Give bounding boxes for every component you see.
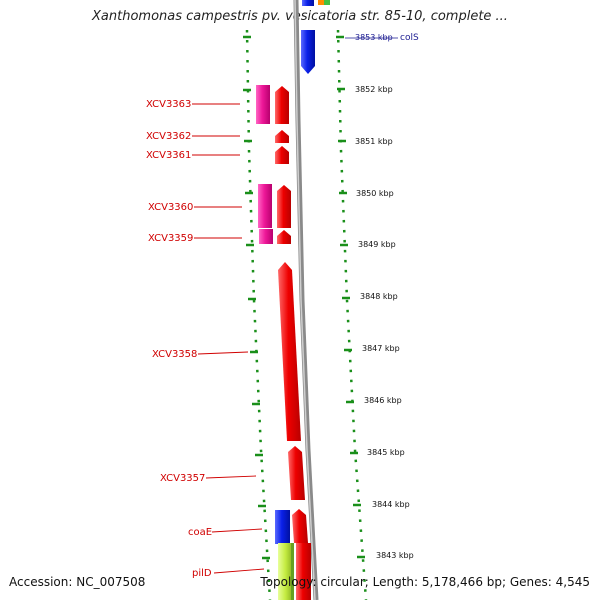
genome-backbone-highlight (294, 0, 316, 600)
topology-label: Topology: circular; Length: 5,178,466 bp… (260, 575, 590, 589)
gene-cols[interactable] (301, 30, 315, 74)
gene-xcv3359[interactable] (277, 230, 291, 244)
left-ticks (243, 35, 270, 560)
top-position-label: 3853 kbp (355, 33, 393, 42)
gene-label-pild[interactable]: pilD (192, 568, 212, 579)
gene-xcv3361[interactable] (275, 146, 289, 164)
top-gene-label[interactable]: colS (400, 33, 419, 43)
kbp-label: 3843 kbp (376, 551, 414, 560)
map-title: Xanthomonas campestris pv. vesicatoria s… (92, 9, 508, 24)
gene-xcv3360[interactable] (277, 185, 291, 228)
gene-xcv3359-feature[interactable] (259, 229, 273, 244)
gene-label-xcv3358[interactable]: XCV3358 (152, 349, 197, 360)
top-gene-small-orange (318, 0, 324, 5)
gene-label-group: XCV3363 XCV3362 XCV3361 XCV3360 XCV3359 … (146, 99, 265, 579)
kbp-label: 3845 kbp (367, 448, 405, 457)
top-gene-small-green (324, 0, 330, 5)
gene-label-xcv3359[interactable]: XCV3359 (148, 233, 193, 244)
accession-label: Accession: NC_007508 (9, 575, 146, 589)
gene-coae[interactable] (275, 510, 290, 544)
gene-xcv3363-feature[interactable] (256, 85, 270, 124)
gene-xcv3357[interactable] (288, 446, 305, 500)
gene-xcv3362[interactable] (275, 130, 289, 143)
kbp-label: 3846 kbp (364, 396, 402, 405)
kbp-label: 3844 kbp (372, 500, 410, 509)
kbp-label: 3850 kbp (356, 189, 394, 198)
gene-pild-stripe (291, 543, 294, 600)
gene-coae-partner[interactable] (292, 509, 308, 543)
gene-label-xcv3357[interactable]: XCV3357 (160, 473, 205, 484)
kbp-labels: 3852 kbp 3851 kbp 3850 kbp 3849 kbp 3848… (355, 85, 414, 560)
gene-label-xcv3360[interactable]: XCV3360 (148, 202, 193, 213)
top-gene-small-blue-0 (302, 0, 314, 6)
genome-backbone (293, 0, 319, 600)
kbp-label: 3847 kbp (362, 344, 400, 353)
gene-xcv3363[interactable] (275, 86, 289, 124)
gene-label-xcv3361[interactable]: XCV3361 (146, 150, 191, 161)
gene-pild[interactable] (278, 543, 293, 600)
gene-xcv3358[interactable] (278, 262, 301, 441)
kbp-label: 3851 kbp (355, 137, 393, 146)
scale-rail-right (336, 29, 368, 600)
gene-pild-partner[interactable] (296, 543, 311, 600)
gene-xcv3360-feature[interactable] (258, 184, 272, 228)
gene-label-xcv3363[interactable]: XCV3363 (146, 99, 191, 110)
gene-label-xcv3362[interactable]: XCV3362 (146, 131, 191, 142)
gene-label-coae[interactable]: coaE (188, 527, 212, 538)
right-ticks (336, 35, 365, 559)
kbp-label: 3852 kbp (355, 85, 393, 94)
kbp-label: 3849 kbp (358, 240, 396, 249)
kbp-label: 3848 kbp (360, 292, 398, 301)
